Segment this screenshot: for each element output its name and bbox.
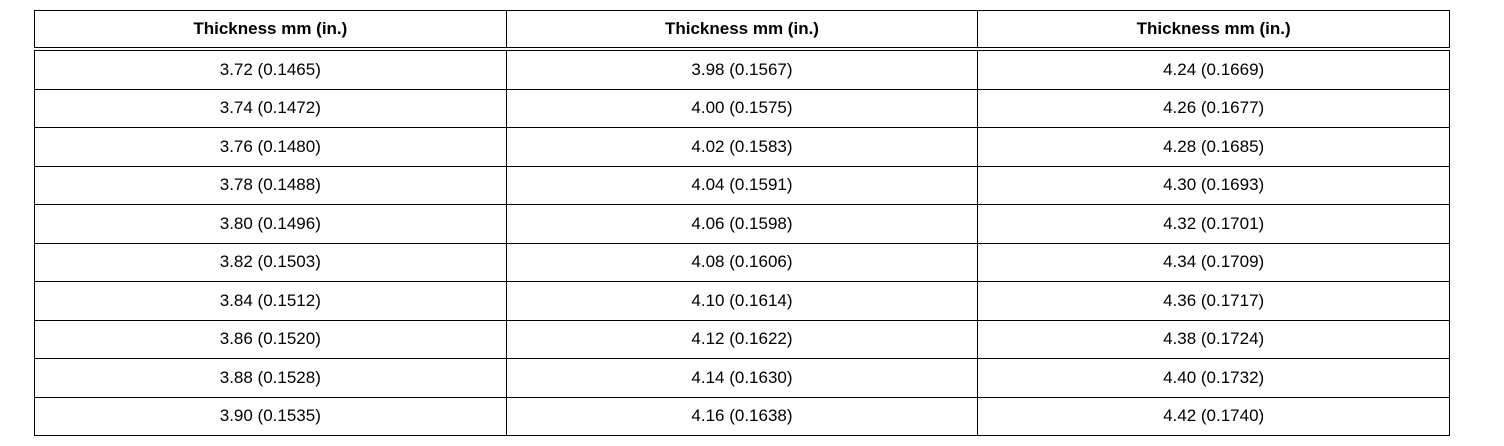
table-row: 3.90 (0.1535) 4.16 (0.1638) 4.42 (0.1740) bbox=[34, 396, 1450, 436]
header-cell: Thickness mm (in.) bbox=[34, 10, 507, 51]
table-cell: 4.28 (0.1685) bbox=[977, 127, 1450, 167]
table-header: Thickness mm (in.) Thickness mm (in.) Thic… bbox=[34, 10, 1450, 51]
table-cell: 3.76 (0.1480) bbox=[34, 127, 507, 167]
table-cell: 4.36 (0.1717) bbox=[977, 281, 1450, 321]
table-cell: 4.40 (0.1732) bbox=[977, 358, 1450, 398]
table-row: 3.88 (0.1528) 4.14 (0.1630) 4.40 (0.1732) bbox=[34, 358, 1450, 398]
header-row: Thickness mm (in.) Thickness mm (in.) Thic… bbox=[34, 10, 1450, 51]
table-cell: 3.80 (0.1496) bbox=[34, 204, 507, 244]
table-row: 3.84 (0.1512) 4.10 (0.1614) 4.36 (0.1717) bbox=[34, 281, 1450, 321]
table-cell: 4.04 (0.1591) bbox=[505, 165, 979, 205]
header-cell: Thickness mm (in.) bbox=[505, 10, 979, 51]
table-body: 3.72 (0.1465) 3.98 (0.1567) 4.24 (0.1669) 3… bbox=[34, 48, 1450, 436]
table-cell: 4.12 (0.1622) bbox=[505, 319, 979, 359]
table-cell: 3.98 (0.1567) bbox=[505, 48, 979, 90]
table-row: 3.82 (0.1503) 4.08 (0.1606) 4.34 (0.1709) bbox=[34, 242, 1450, 282]
table-cell: 3.90 (0.1535) bbox=[34, 396, 507, 436]
table-cell: 4.02 (0.1583) bbox=[505, 127, 979, 167]
table-cell: 4.30 (0.1693) bbox=[977, 165, 1450, 205]
table-cell: 4.16 (0.1638) bbox=[505, 396, 979, 436]
table-cell: 3.86 (0.1520) bbox=[34, 319, 507, 359]
table-cell: 4.00 (0.1575) bbox=[505, 88, 979, 128]
table-row: 3.86 (0.1520) 4.12 (0.1622) 4.38 (0.1724) bbox=[34, 319, 1450, 359]
thickness-table: Thickness mm (in.) Thickness mm (in.) Thic… bbox=[34, 10, 1450, 436]
table-cell: 3.88 (0.1528) bbox=[34, 358, 507, 398]
table-cell: 4.34 (0.1709) bbox=[977, 242, 1450, 282]
table-cell: 4.26 (0.1677) bbox=[977, 88, 1450, 128]
table-cell: 3.82 (0.1503) bbox=[34, 242, 507, 282]
table-cell: 3.84 (0.1512) bbox=[34, 281, 507, 321]
table-row: 3.74 (0.1472) 4.00 (0.1575) 4.26 (0.1677) bbox=[34, 88, 1450, 128]
table-cell: 4.08 (0.1606) bbox=[505, 242, 979, 282]
table-cell: 4.38 (0.1724) bbox=[977, 319, 1450, 359]
table-cell: 3.72 (0.1465) bbox=[34, 48, 507, 90]
table-cell: 4.14 (0.1630) bbox=[505, 358, 979, 398]
table-cell: 4.42 (0.1740) bbox=[977, 396, 1450, 436]
header-cell: Thickness mm (in.) bbox=[977, 10, 1450, 51]
table-row: 3.72 (0.1465) 3.98 (0.1567) 4.24 (0.1669) bbox=[34, 48, 1450, 90]
table-cell: 4.24 (0.1669) bbox=[977, 48, 1450, 90]
table-cell: 4.10 (0.1614) bbox=[505, 281, 979, 321]
table-row: 3.78 (0.1488) 4.04 (0.1591) 4.30 (0.1693) bbox=[34, 165, 1450, 205]
table-row: 3.80 (0.1496) 4.06 (0.1598) 4.32 (0.1701) bbox=[34, 204, 1450, 244]
table-cell: 4.06 (0.1598) bbox=[505, 204, 979, 244]
table-cell: 4.32 (0.1701) bbox=[977, 204, 1450, 244]
table-row: 3.76 (0.1480) 4.02 (0.1583) 4.28 (0.1685) bbox=[34, 127, 1450, 167]
table-cell: 3.78 (0.1488) bbox=[34, 165, 507, 205]
table-cell: 3.74 (0.1472) bbox=[34, 88, 507, 128]
